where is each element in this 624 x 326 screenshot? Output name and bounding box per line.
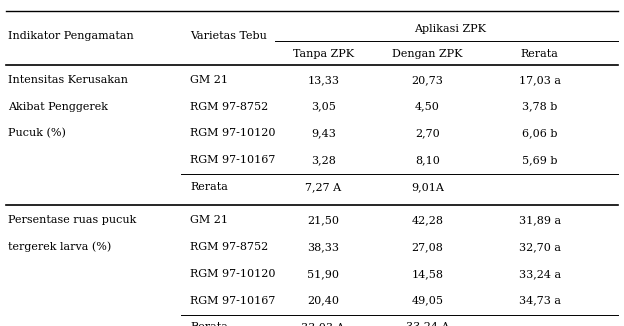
Text: 33,03 A: 33,03 A xyxy=(301,322,345,326)
Text: 38,33: 38,33 xyxy=(307,242,339,252)
Text: GM 21: GM 21 xyxy=(190,75,228,85)
Text: 7,27 A: 7,27 A xyxy=(305,182,341,192)
Text: 31,89 a: 31,89 a xyxy=(519,215,561,225)
Text: 13,33: 13,33 xyxy=(307,75,339,85)
Text: Indikator Pengamatan: Indikator Pengamatan xyxy=(8,31,134,41)
Text: 6,06 b: 6,06 b xyxy=(522,128,557,138)
Text: 14,58: 14,58 xyxy=(411,269,444,279)
Text: 4,50: 4,50 xyxy=(415,102,440,111)
Text: Tanpa ZPK: Tanpa ZPK xyxy=(293,49,354,59)
Text: 3,78 b: 3,78 b xyxy=(522,102,557,111)
Text: 3,28: 3,28 xyxy=(311,155,336,165)
Text: 2,70: 2,70 xyxy=(415,128,440,138)
Text: 9,43: 9,43 xyxy=(311,128,336,138)
Text: 32,70 a: 32,70 a xyxy=(519,242,561,252)
Text: Dengan ZPK: Dengan ZPK xyxy=(392,49,462,59)
Text: 3,05: 3,05 xyxy=(311,102,336,111)
Text: 33.24 A: 33.24 A xyxy=(406,322,449,326)
Text: 27,08: 27,08 xyxy=(411,242,444,252)
Text: 8,10: 8,10 xyxy=(415,155,440,165)
Text: Rerata: Rerata xyxy=(521,49,558,59)
Text: 20,73: 20,73 xyxy=(411,75,444,85)
Text: 5,69 b: 5,69 b xyxy=(522,155,557,165)
Text: Akibat Penggerek: Akibat Penggerek xyxy=(8,102,108,111)
Text: GM 21: GM 21 xyxy=(190,215,228,225)
Text: Persentase ruas pucuk: Persentase ruas pucuk xyxy=(8,215,137,225)
Text: Pucuk (%): Pucuk (%) xyxy=(8,128,66,139)
Text: 49,05: 49,05 xyxy=(411,296,444,305)
Text: Rerata: Rerata xyxy=(190,322,228,326)
Text: RGM 97-10167: RGM 97-10167 xyxy=(190,296,276,305)
Text: 51,90: 51,90 xyxy=(307,269,339,279)
Text: 42,28: 42,28 xyxy=(411,215,444,225)
Text: Varietas Tebu: Varietas Tebu xyxy=(190,31,267,41)
Text: 33,24 a: 33,24 a xyxy=(519,269,561,279)
Text: RGM 97-10120: RGM 97-10120 xyxy=(190,269,276,279)
Text: RGM 97-10167: RGM 97-10167 xyxy=(190,155,276,165)
Text: 17,03 a: 17,03 a xyxy=(519,75,561,85)
Text: RGM 97-10120: RGM 97-10120 xyxy=(190,128,276,138)
Text: Aplikasi ZPK: Aplikasi ZPK xyxy=(414,24,486,34)
Text: RGM 97-8752: RGM 97-8752 xyxy=(190,102,268,111)
Text: 9,01A: 9,01A xyxy=(411,182,444,192)
Text: 20,40: 20,40 xyxy=(307,296,339,305)
Text: Rerata: Rerata xyxy=(190,182,228,192)
Text: Intensitas Kerusakan: Intensitas Kerusakan xyxy=(8,75,128,85)
Text: tergerek larva (%): tergerek larva (%) xyxy=(8,242,111,252)
Text: 21,50: 21,50 xyxy=(307,215,339,225)
Text: 34,73 a: 34,73 a xyxy=(519,296,561,305)
Text: RGM 97-8752: RGM 97-8752 xyxy=(190,242,268,252)
